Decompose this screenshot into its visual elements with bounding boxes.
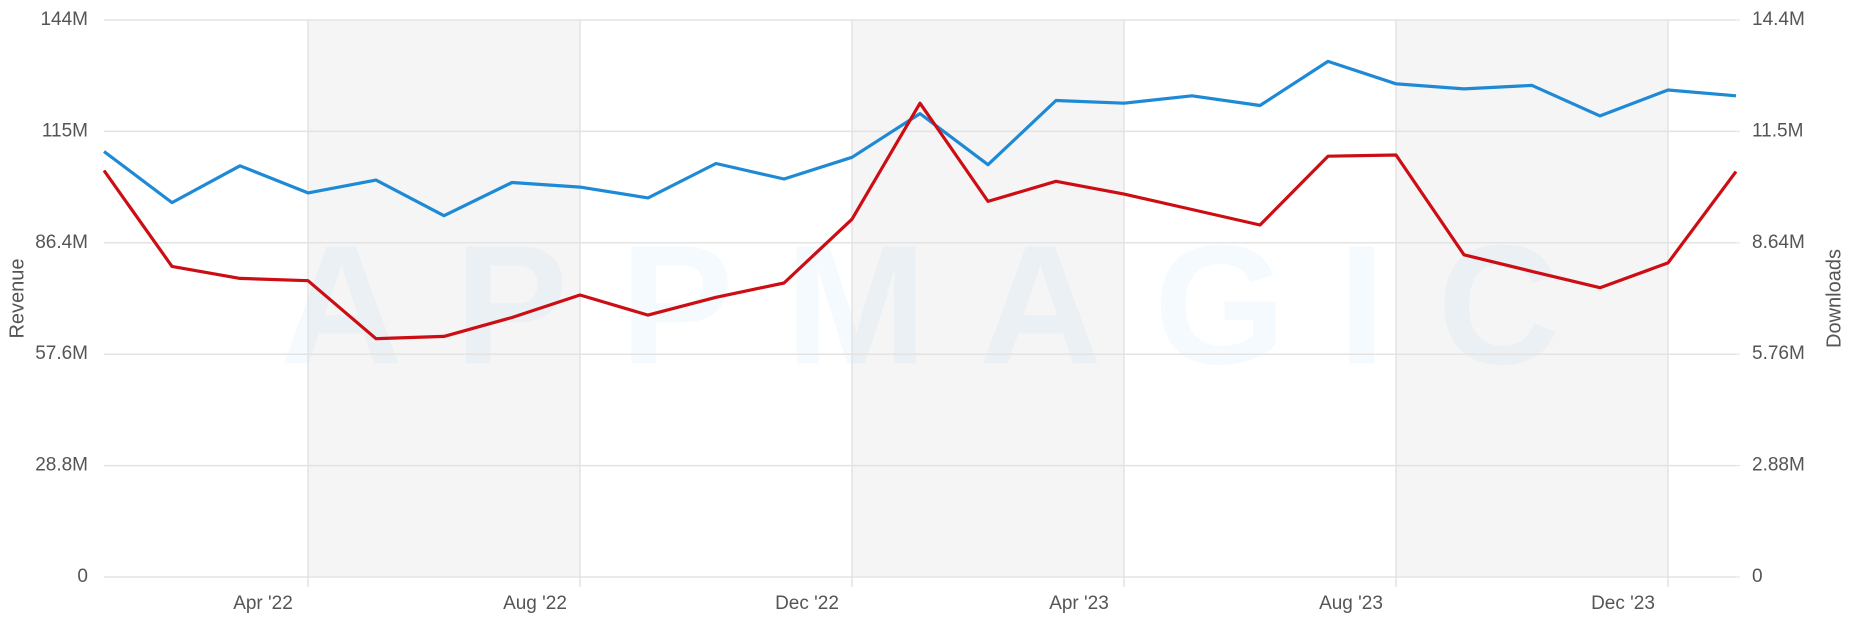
series-line (102, 101, 1738, 341)
y2-tick-label: 5.76M (1752, 343, 1805, 364)
shaded-band (852, 20, 1124, 577)
y-tick-label: 115M (42, 120, 88, 141)
x-tick-label: Dec '22 (775, 593, 839, 614)
y2-tick-label: 8.64M (1752, 232, 1805, 253)
y2-tick-label: 2.88M (1752, 455, 1805, 476)
y-tick-label: 144M (40, 9, 88, 30)
watermark: APPMAGIC (280, 210, 1612, 400)
y-tick-label: 57.6M (35, 343, 88, 364)
x-tick-label: Aug '23 (1319, 593, 1383, 614)
y2-tick-label: 11.5M (1752, 120, 1803, 141)
x-tick-label: Apr '22 (233, 593, 293, 614)
y-tick-label: 86.4M (35, 232, 88, 253)
x-tick-label: Aug '22 (503, 593, 567, 614)
y-tick-label: 0 (77, 566, 88, 587)
y-tick-label: 28.8M (35, 455, 88, 476)
y2-tick-label: 14.4M (1752, 9, 1805, 30)
shaded-band (1396, 20, 1668, 577)
y2-axis-title: Downloads (1823, 249, 1845, 348)
y2-tick-label: 0 (1752, 566, 1763, 587)
y-axis-title: Revenue (6, 258, 28, 338)
x-tick-label: Dec '23 (1591, 593, 1655, 614)
series-line (103, 59, 1737, 218)
shaded-band (308, 20, 580, 577)
x-tick-label: Apr '23 (1049, 593, 1109, 614)
